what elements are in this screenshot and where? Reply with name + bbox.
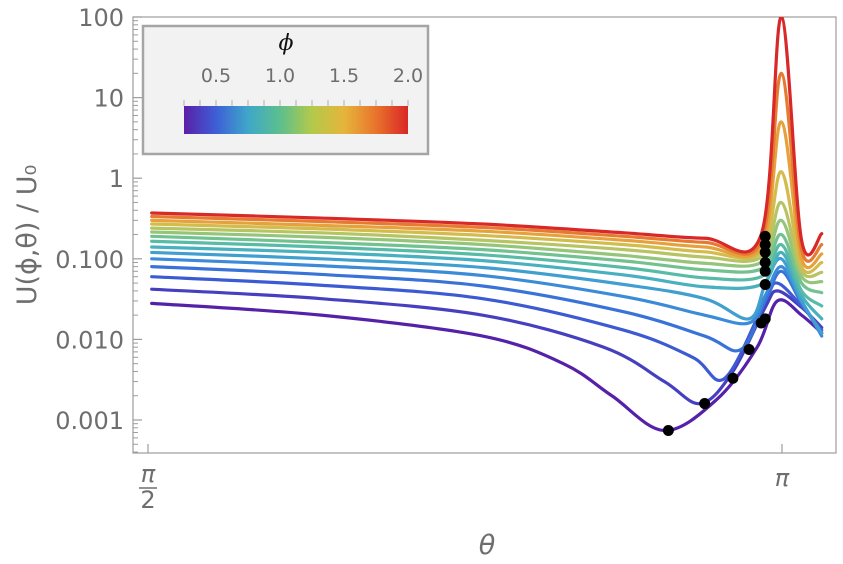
- series-line-1: [150, 298, 824, 433]
- colorbar-tick-label: 0.5: [201, 65, 231, 87]
- series-layer: [150, 17, 824, 433]
- y-tick-label: 0.001: [55, 407, 124, 435]
- minimum-point-9: [759, 256, 771, 268]
- minimum-point-12: [759, 230, 771, 242]
- y-axis-title: U(ϕ,θ) / U₀: [12, 165, 43, 306]
- minimum-point-2: [699, 398, 711, 410]
- colorbar-tick-label: 2.0: [393, 65, 423, 87]
- minimum-point-8: [759, 265, 771, 277]
- series-line-10: [150, 218, 824, 285]
- series-line-5: [150, 257, 824, 338]
- minimum-point-10: [759, 246, 771, 258]
- minimum-point-7: [759, 278, 771, 290]
- y-axis-ticks: 0.001 0.010 0.100 1 10 100: [55, 4, 142, 453]
- y-tick-label: 100: [78, 4, 124, 32]
- minimum-point-6: [759, 313, 771, 325]
- colorbar-title: ϕ: [279, 31, 294, 56]
- x-tick-label-denominator: 2: [140, 486, 155, 514]
- colorbar-gradient: [184, 106, 408, 134]
- series-line-3: [150, 275, 824, 382]
- series-line-12: [150, 170, 824, 275]
- colorbar-tick-label: 1.0: [265, 65, 295, 87]
- y-tick-label: 10: [93, 85, 124, 113]
- y-tick-label: 0.010: [55, 326, 124, 354]
- series-line-7: [150, 245, 824, 321]
- series-line-2: [150, 287, 824, 406]
- x-tick-label-numerator: π: [141, 460, 156, 488]
- y-tick-label: 0.100: [55, 246, 124, 274]
- series-line-8: [150, 239, 824, 308]
- colorbar-tick-label: 1.5: [329, 65, 359, 87]
- x-axis-ticks: π2π: [139, 444, 790, 514]
- series-line-4: [150, 265, 824, 353]
- minimum-point-4: [743, 343, 755, 355]
- series-line-15: [150, 17, 824, 257]
- series-line-11: [150, 200, 824, 279]
- y-tick-label: 1: [109, 165, 124, 193]
- series-line-6: [150, 250, 824, 335]
- series-line-13: [150, 120, 824, 270]
- colorbar-legend: ϕ 0.5 1.0 1.5 2.0: [141, 24, 430, 156]
- colorbar-ticks: 0.5 1.0 1.5 2.0: [183, 65, 423, 106]
- minimum-point-3: [727, 372, 739, 384]
- minima-layer: [662, 230, 771, 437]
- x-tick-label: π: [775, 464, 790, 492]
- series-line-9: [150, 232, 824, 295]
- series-line-14: [150, 71, 824, 263]
- minimum-point-11: [759, 239, 771, 251]
- minimum-point-1: [662, 425, 674, 437]
- x-axis-title: θ: [479, 530, 496, 561]
